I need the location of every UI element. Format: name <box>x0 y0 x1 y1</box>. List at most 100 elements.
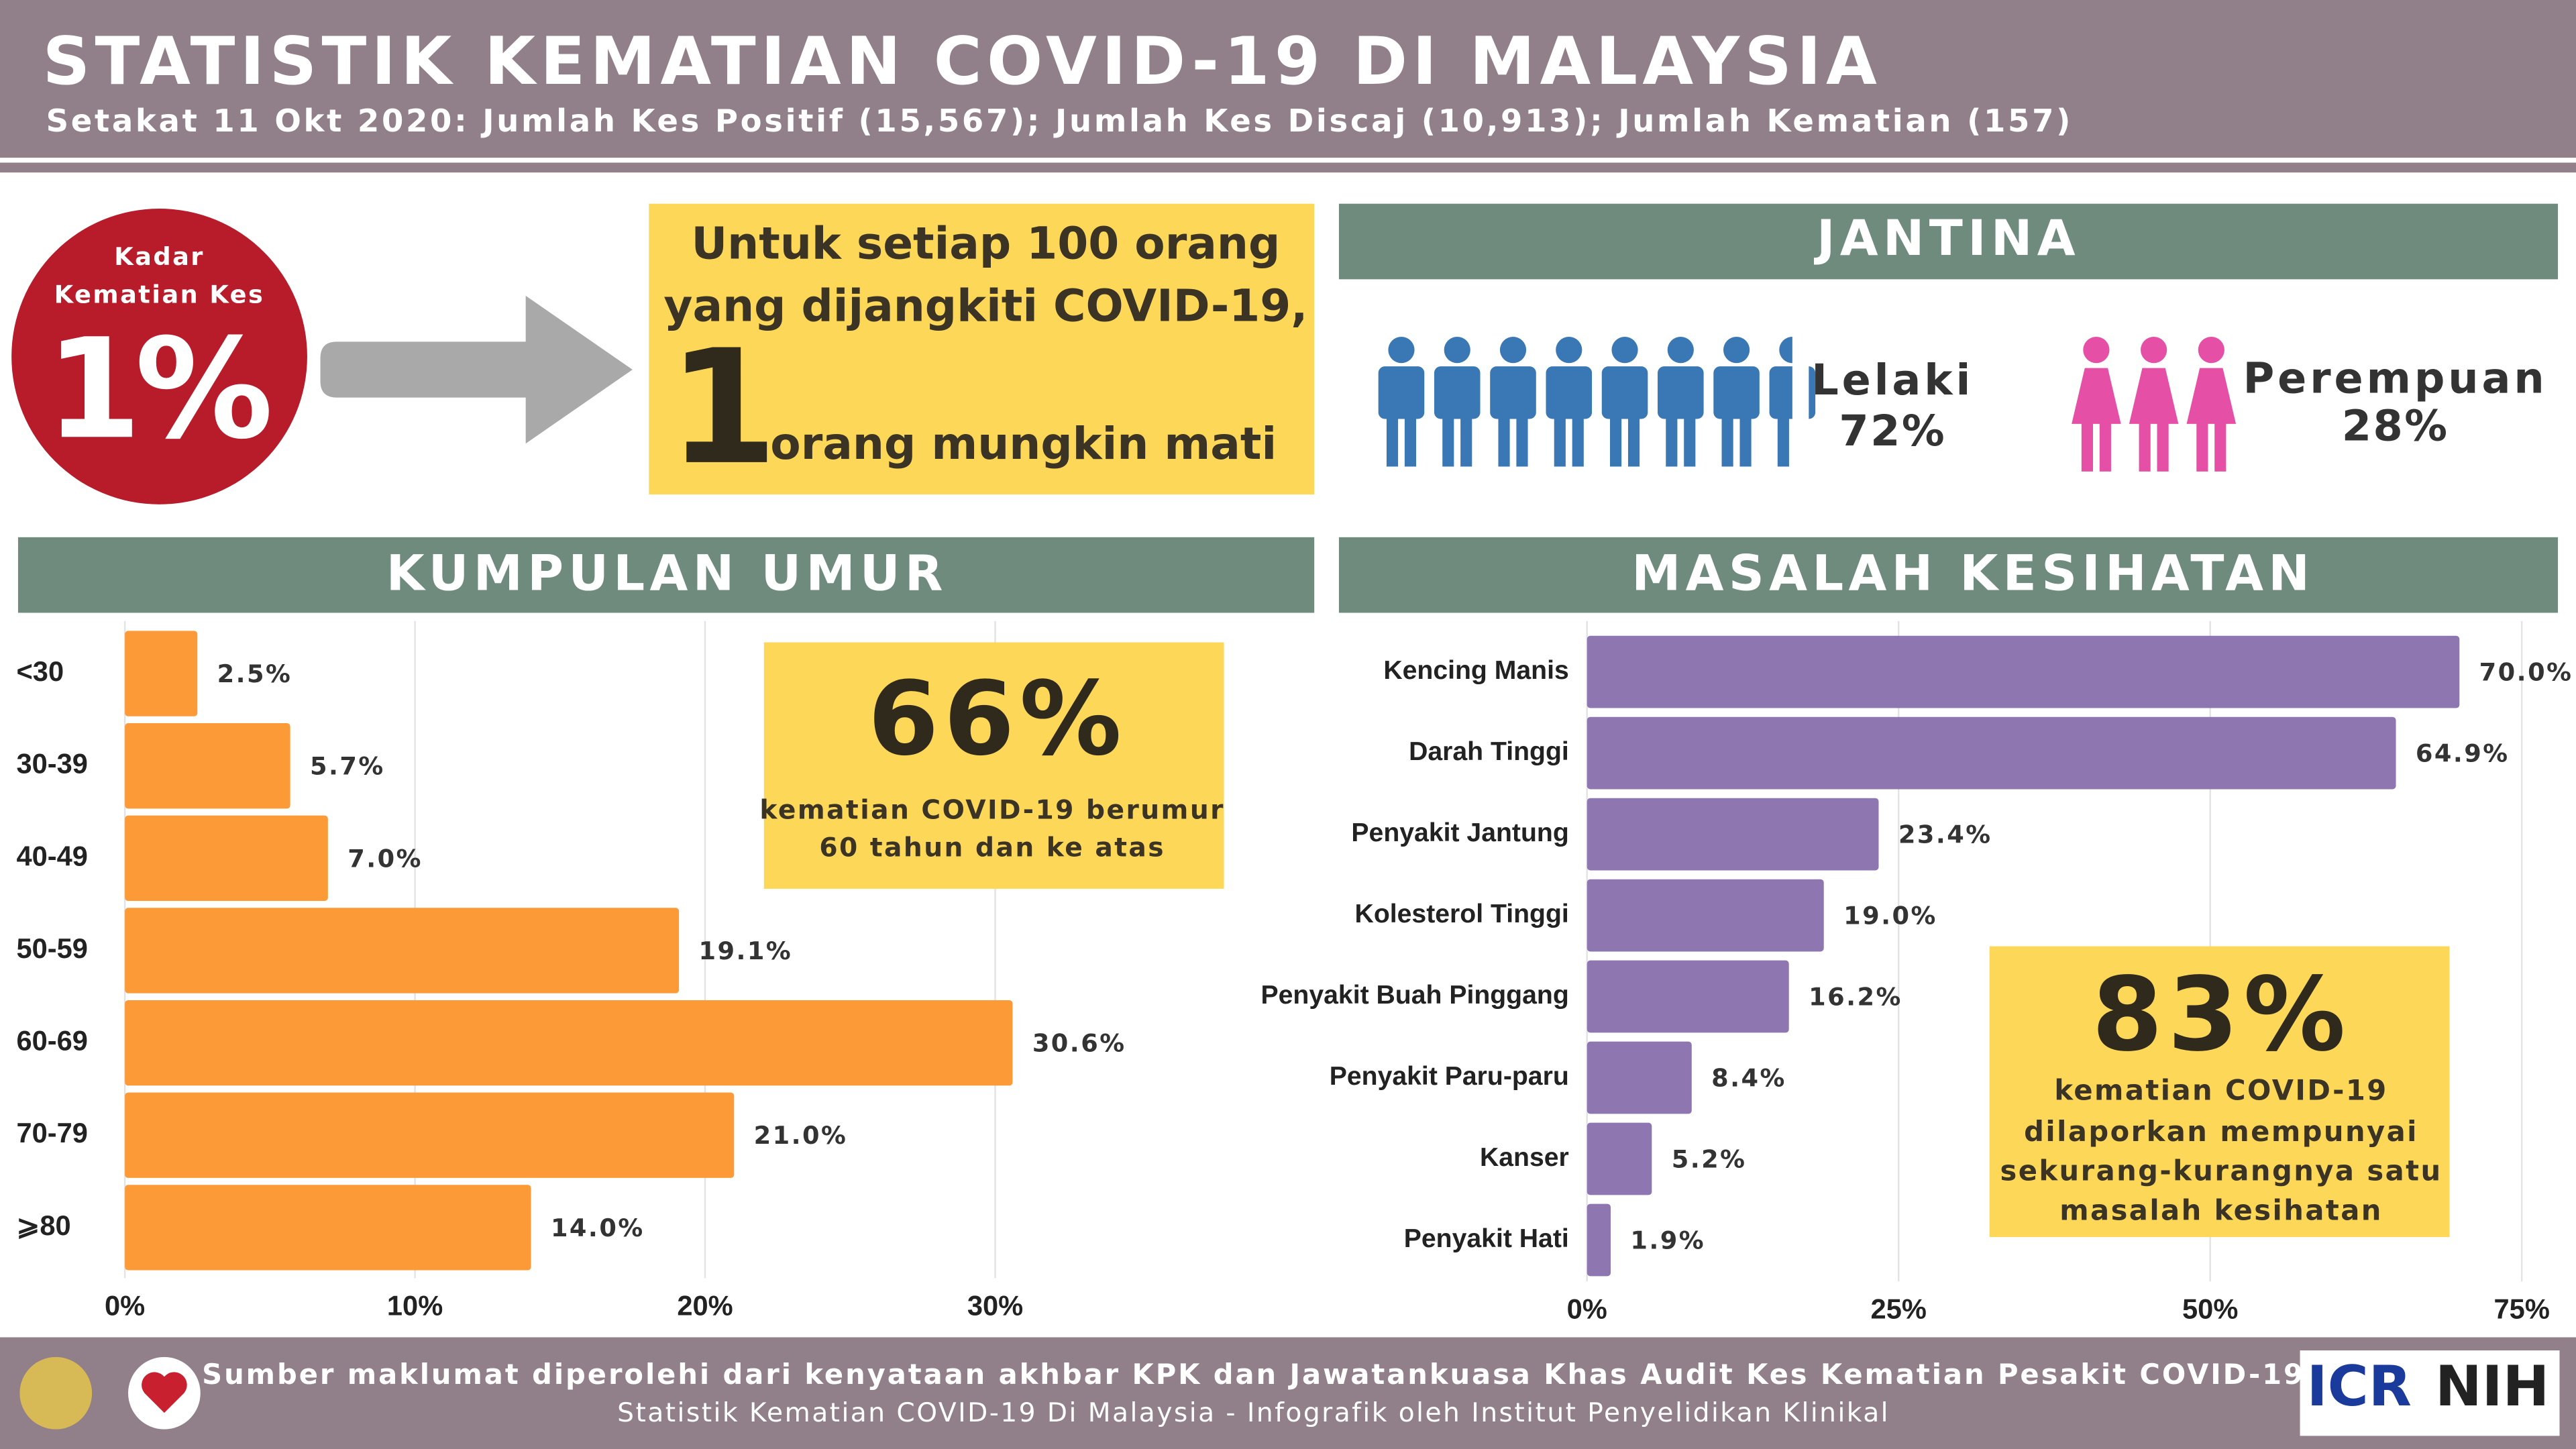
bar <box>1587 1203 1611 1277</box>
person-leg <box>1684 415 1696 467</box>
y-tick-label: Penyakit Hati <box>1404 1224 1569 1253</box>
fatality-box <box>649 203 1315 495</box>
section-title: KUMPULAN UMUR <box>386 545 948 602</box>
header-band <box>0 0 2576 158</box>
x-tick-label: 25% <box>1871 1293 1927 1324</box>
y-tick-label: 30-39 <box>16 748 87 780</box>
x-tick-label: 75% <box>2494 1293 2550 1324</box>
person-leg <box>1627 415 1640 467</box>
person-head <box>1499 337 1527 364</box>
fatality-circle <box>11 209 307 504</box>
value-label: 30.6% <box>1032 1029 1126 1058</box>
person-leg <box>1777 415 1789 467</box>
fatality-text: Untuk setiap 100 orang <box>691 217 1280 269</box>
callout-text: kematian COVID-19 <box>2054 1074 2387 1107</box>
value-label: 5.2% <box>1672 1144 1747 1173</box>
person-leg <box>2157 420 2169 472</box>
person-head <box>1444 337 1470 364</box>
person-leg <box>1554 415 1566 467</box>
person-leg <box>1666 415 1678 467</box>
person-body <box>1490 366 1536 419</box>
bar <box>1587 635 2460 708</box>
callout-text: sekurang-kurangnya satu <box>2000 1155 2442 1187</box>
section-title: JANTINA <box>1813 210 2080 267</box>
person-leg <box>1721 415 1733 467</box>
gender-value: 28% <box>2342 402 2449 451</box>
x-tick-label: 30% <box>967 1289 1023 1321</box>
person-head <box>2083 337 2110 364</box>
footer-source: Sumber maklumat diperolehi dari kenyataa… <box>202 1358 2305 1391</box>
person-leg <box>1442 415 1454 467</box>
fatality-text: orang mungkin mati <box>770 418 1277 470</box>
gender-name: Lelaki <box>1811 356 1974 405</box>
bar <box>125 815 328 902</box>
logo-icr: ICR <box>2307 1354 2412 1419</box>
bar <box>125 1000 1013 1086</box>
person-body <box>1658 366 1704 419</box>
logo-panel <box>2300 1350 2560 1436</box>
section-header <box>17 537 1315 613</box>
y-tick-label: Darah Tinggi <box>1409 737 1569 766</box>
y-tick-label: Penyakit Jantung <box>1351 818 1568 847</box>
person-body <box>1601 366 1648 419</box>
bar <box>125 631 198 716</box>
person-leg <box>2081 420 2093 472</box>
value-label: 8.4% <box>1711 1063 1786 1092</box>
person-head <box>1611 337 1638 364</box>
person-leg <box>1386 415 1399 467</box>
y-tick-label: Penyakit Paru-paru <box>1330 1062 1569 1091</box>
y-tick-label: <30 <box>16 655 64 687</box>
logo-nih: NIH <box>2435 1354 2549 1419</box>
person-leg <box>1404 415 1417 467</box>
icon-mask <box>1792 320 1809 485</box>
y-tick-label: Kolesterol Tinggi <box>1355 900 1569 928</box>
callout-text: dilaporkan mempunyai <box>2024 1115 2418 1148</box>
bar <box>125 908 680 994</box>
footer-band <box>0 1337 2576 1449</box>
person-head <box>1723 337 1750 364</box>
female-icons <box>2072 337 2237 472</box>
y-tick-label: 50-59 <box>16 932 87 964</box>
x-tick-label: 50% <box>2182 1293 2238 1324</box>
logo-emblem <box>19 1356 93 1430</box>
y-tick-label: 60-69 <box>16 1025 87 1057</box>
person-leg <box>1572 415 1584 467</box>
value-label: 70.0% <box>2479 658 2573 687</box>
fatality-big: 1 <box>668 317 778 500</box>
y-tick-label: 40-49 <box>16 840 87 871</box>
x-tick-label: 0% <box>105 1289 145 1321</box>
y-tick-label: Kencing Manis <box>1383 656 1568 685</box>
callout-text: kematian COVID-19 berumur <box>759 795 1225 825</box>
section-header <box>1338 203 2559 280</box>
bar <box>125 1185 531 1271</box>
gender-name: Perempuan <box>2243 354 2548 404</box>
person-head <box>2141 337 2167 364</box>
person-leg <box>2099 420 2111 472</box>
value-label: 1.9% <box>1630 1226 1705 1254</box>
person-body <box>2129 368 2179 424</box>
value-label: 19.0% <box>1843 902 1937 930</box>
y-tick-label: Penyakit Buah Pinggang <box>1261 981 1569 1010</box>
callout-box <box>1989 946 2450 1238</box>
person-head <box>1388 337 1415 364</box>
person-leg <box>2196 420 2208 472</box>
value-label: 23.4% <box>1898 820 1992 849</box>
callout-value: 66% <box>868 659 1126 778</box>
person-head <box>1667 337 1694 364</box>
bar <box>1587 879 1824 952</box>
person-leg <box>2139 420 2151 472</box>
bar <box>125 723 290 809</box>
title: STATISTIK KEMATIAN COVID-19 DI MALAYSIA <box>43 23 1882 100</box>
y-tick-label: Kanser <box>1480 1143 1569 1172</box>
fatality-value: 1% <box>46 309 269 470</box>
value-label: 14.0% <box>551 1214 645 1242</box>
y-tick-label: 70-79 <box>16 1117 87 1148</box>
callout-text: 60 tahun dan ke atas <box>819 833 1165 863</box>
gender-value: 72% <box>1839 407 1946 456</box>
person-leg <box>1460 415 1472 467</box>
person-leg <box>1498 415 1510 467</box>
section-title: MASALAH KESIHATAN <box>1631 545 2314 602</box>
callout-text: masalah kesihatan <box>2059 1193 2383 1226</box>
bar <box>125 1092 735 1178</box>
